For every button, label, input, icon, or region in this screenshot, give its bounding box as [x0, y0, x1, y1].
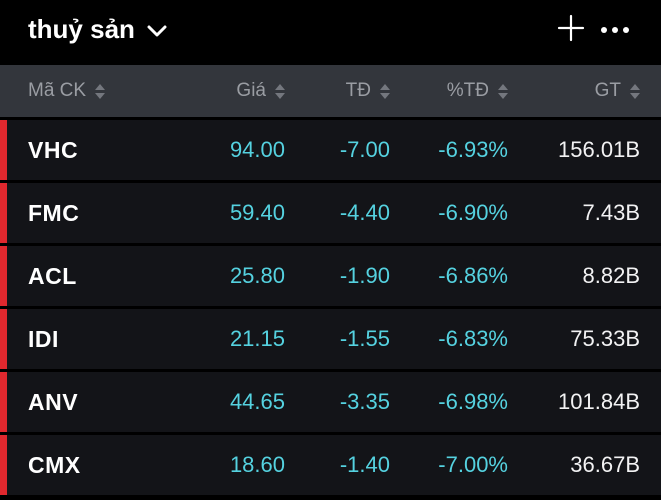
column-header-pct-change[interactable]: %TĐ — [390, 80, 508, 102]
stock-change: -1.40 — [339, 452, 390, 477]
table-header: Mã CK Giá TĐ %TĐ GT — [0, 65, 661, 117]
sort-icon — [95, 83, 106, 99]
stock-price: 94.00 — [229, 137, 285, 162]
stock-symbol: CMX — [28, 451, 81, 478]
price-down-indicator — [0, 246, 7, 306]
stock-change: -3.35 — [339, 389, 390, 414]
stock-price: 59.40 — [229, 200, 285, 225]
stock-pct-change: -6.93% — [438, 137, 508, 162]
stock-traded-value: 36.67B — [570, 452, 640, 477]
price-down-indicator — [0, 309, 7, 369]
topbar: thuỷ sản — [0, 0, 661, 58]
sort-icon — [275, 83, 285, 99]
watchlist-title: thuỷ sản — [28, 13, 135, 44]
column-label: GT — [594, 80, 621, 101]
chevron-down-icon — [147, 25, 167, 37]
sort-icon — [630, 83, 640, 99]
column-label: Mã CK — [28, 80, 87, 101]
sort-icon — [380, 83, 390, 99]
stock-pct-change: -6.90% — [438, 200, 508, 225]
stock-price: 44.65 — [229, 389, 285, 414]
stock-row[interactable]: VHC 94.00 -7.00 -6.93% 156.01B — [0, 120, 661, 180]
stock-pct-change: -7.00% — [438, 452, 508, 477]
stock-pct-change: -6.86% — [438, 263, 508, 288]
stock-price: 21.15 — [229, 326, 285, 351]
price-down-indicator — [0, 435, 7, 495]
stock-row[interactable]: ACL 25.80 -1.90 -6.86% 8.82B — [0, 246, 661, 306]
stock-row[interactable]: CMX 18.60 -1.40 -7.00% 36.67B — [0, 435, 661, 495]
add-button[interactable] — [549, 7, 593, 51]
stock-traded-value: 75.33B — [570, 326, 640, 351]
stock-traded-value: 156.01B — [558, 137, 640, 162]
stock-price: 18.60 — [229, 452, 285, 477]
stock-price: 25.80 — [229, 263, 285, 288]
stock-row[interactable]: FMC 59.40 -4.40 -6.90% 7.43B — [0, 183, 661, 243]
stock-row[interactable]: ANV 44.65 -3.35 -6.98% 101.84B — [0, 372, 661, 432]
ellipsis-icon — [600, 22, 630, 37]
column-header-value[interactable]: GT — [508, 80, 640, 102]
stock-change: -7.00 — [339, 137, 390, 162]
stock-traded-value: 101.84B — [558, 389, 640, 414]
stock-change: -1.55 — [339, 326, 390, 351]
stock-traded-value: 7.43B — [582, 200, 641, 225]
stock-symbol: ACL — [28, 262, 77, 289]
watchlist-selector[interactable]: thuỷ sản — [28, 14, 167, 45]
column-label: Giá — [236, 80, 266, 101]
more-button[interactable] — [593, 7, 637, 51]
column-label: %TĐ — [446, 80, 489, 101]
price-down-indicator — [0, 372, 7, 432]
stock-symbol: FMC — [28, 199, 80, 226]
stock-symbol: VHC — [28, 136, 79, 163]
stock-change: -4.40 — [339, 200, 390, 225]
stock-change: -1.90 — [339, 263, 390, 288]
column-header-price[interactable]: Giá — [125, 80, 285, 102]
stock-traded-value: 8.82B — [582, 263, 641, 288]
column-header-change[interactable]: TĐ — [285, 80, 390, 102]
stock-list: VHC 94.00 -7.00 -6.93% 156.01B FMC 59.40… — [0, 120, 661, 495]
stock-row[interactable]: IDI 21.15 -1.55 -6.83% 75.33B — [0, 309, 661, 369]
plus-icon — [557, 14, 585, 45]
column-label: TĐ — [345, 80, 371, 101]
stock-pct-change: -6.83% — [438, 326, 508, 351]
stock-symbol: IDI — [28, 325, 59, 352]
stock-pct-change: -6.98% — [438, 389, 508, 414]
price-down-indicator — [0, 183, 7, 243]
price-down-indicator — [0, 120, 7, 180]
stock-symbol: ANV — [28, 388, 79, 415]
sort-icon — [498, 83, 508, 99]
column-header-symbol[interactable]: Mã CK — [0, 80, 125, 102]
